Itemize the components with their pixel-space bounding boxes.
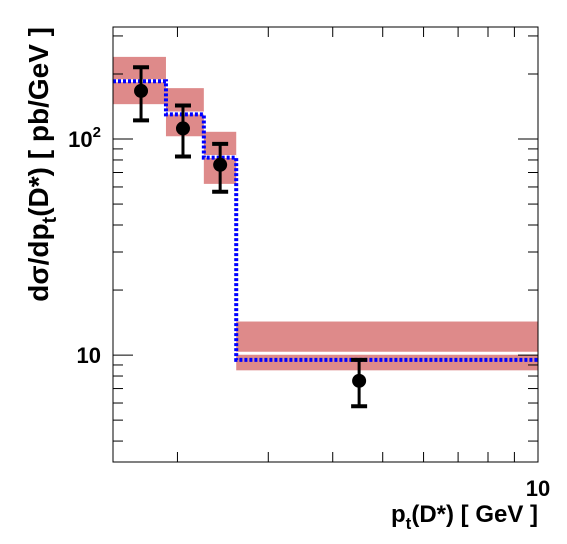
data-marker bbox=[352, 373, 367, 388]
data-point-4 bbox=[351, 357, 368, 409]
y-axis-label-rest: (D*) [ pb/GeV ] bbox=[23, 27, 54, 217]
plot-frame bbox=[112, 26, 539, 463]
x-axis-label-main: p bbox=[391, 501, 406, 528]
data-point-2 bbox=[174, 103, 191, 159]
data-marker bbox=[213, 157, 228, 172]
axis-ticks bbox=[113, 27, 539, 462]
y-axis-label-main: dσ/dp bbox=[23, 223, 54, 301]
model-step-line bbox=[113, 79, 538, 362]
y-tick-label-1: 10 bbox=[77, 343, 101, 368]
x-tick-label-1: 10 bbox=[526, 476, 550, 501]
data-point-3 bbox=[212, 141, 229, 194]
x-axis-label-rest: (D*) [ GeV ] bbox=[411, 501, 538, 528]
data-marker bbox=[134, 83, 149, 98]
x-axis-label: pt(D*) [ GeV ] bbox=[391, 501, 538, 533]
data-marker bbox=[175, 121, 190, 136]
data-point-1 bbox=[133, 65, 150, 123]
y-axis-label: dσ/dpt(D*) [ pb/GeV ] bbox=[23, 27, 61, 302]
y-tick-label-2: 102 bbox=[68, 124, 101, 152]
data-points-layer bbox=[133, 65, 368, 409]
tick-labels: 10 102 10 bbox=[68, 124, 550, 501]
y-axis-label-sub: t bbox=[39, 216, 61, 223]
model-curve-layer bbox=[113, 79, 538, 362]
x-axis-label-sub: t bbox=[406, 514, 412, 533]
uncertainty-band-4 bbox=[236, 321, 539, 371]
